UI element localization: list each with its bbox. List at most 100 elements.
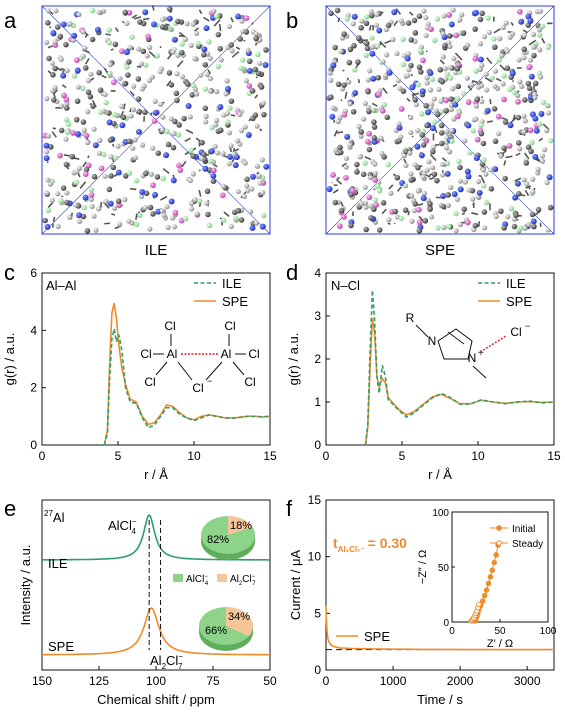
atom [398,134,404,140]
bond [511,80,515,83]
atom [385,22,392,29]
atom [507,122,514,129]
atom [362,184,368,191]
svg-text:Cl: Cl [164,319,175,333]
atom [423,102,429,109]
atom [441,13,447,19]
atom [451,116,457,122]
atom [131,83,137,89]
bond [484,77,493,83]
atom [408,115,414,121]
atom [457,221,464,228]
atom [456,109,463,116]
atom [53,8,59,14]
atom [223,91,229,97]
atom [516,57,522,63]
atom [203,113,209,119]
bond [99,201,103,208]
atom [375,91,382,98]
atom [532,153,539,160]
atom [91,173,98,180]
atom [150,211,156,217]
bond [230,114,236,117]
atom [170,49,176,55]
bond [336,131,344,134]
atom [202,105,209,112]
atom [44,223,51,230]
atom [170,177,177,184]
atom [430,125,437,132]
bond [396,186,403,192]
atom [85,109,91,115]
bond [493,28,501,34]
atom [135,128,142,135]
atom [158,101,164,107]
atom [480,140,487,147]
atom [515,98,521,105]
atom [240,57,246,63]
atom [535,206,542,213]
atom [159,24,166,30]
atom [152,98,158,104]
atom [239,18,245,24]
atom [117,75,123,82]
atom [346,79,352,85]
atom [438,130,445,136]
atom [363,226,369,233]
atom [515,191,522,197]
atom [146,77,153,84]
atom [402,207,409,214]
atom [89,8,96,14]
bond [471,212,479,216]
atom [214,117,220,123]
atom [348,222,354,229]
atom [76,218,83,225]
atom [442,66,448,72]
atom [332,44,338,51]
bond [381,208,388,215]
snapshot-spe-label: SPE [425,242,455,259]
atom [536,121,543,127]
atom [439,140,445,147]
atom [253,31,259,37]
atom [179,41,185,47]
svg-text:Cl: Cl [510,325,521,339]
atom [73,202,79,208]
atom [485,15,491,21]
atom [386,69,393,76]
atom [76,212,83,219]
atom [419,111,425,117]
atom [478,122,484,129]
atom [400,61,407,68]
y-axis-label: Intensity / a.u. [18,545,33,626]
atom [455,83,462,90]
atom [64,199,70,206]
inset-y-tick-label: 50 [438,563,450,574]
atom [370,75,377,82]
legend-label: SPE [364,629,390,644]
atom [438,98,444,104]
atom [363,20,370,27]
atom [384,52,390,58]
atom [427,201,433,207]
atom [117,221,123,227]
atom [140,142,146,148]
atom [170,215,176,221]
series-line-spe [325,605,554,651]
atom [502,175,508,182]
atom [208,148,215,155]
atom [212,143,218,150]
atom [343,164,349,170]
atom [138,193,145,200]
atom [45,133,52,139]
atom [46,55,52,62]
bond [406,97,411,102]
atom [449,138,455,144]
atom [444,170,451,177]
svg-text:N: N [428,334,437,348]
atom [341,111,348,118]
trace-label-ile: ILE [48,556,68,571]
atom [179,49,185,56]
atom [447,75,454,81]
atom [192,56,198,62]
